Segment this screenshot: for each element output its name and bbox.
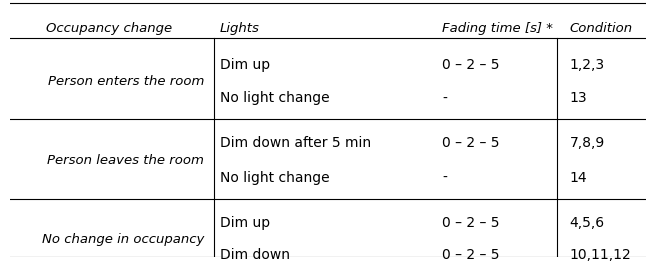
- Text: Lights: Lights: [220, 22, 260, 35]
- Text: 10,11,12: 10,11,12: [569, 248, 631, 262]
- Text: No light change: No light change: [220, 171, 330, 185]
- Text: No light change: No light change: [220, 91, 330, 105]
- Text: 0 – 2 – 5: 0 – 2 – 5: [443, 248, 500, 262]
- Text: -: -: [443, 91, 447, 105]
- Text: 7,8,9: 7,8,9: [569, 136, 605, 150]
- Text: -: -: [443, 171, 447, 185]
- Text: 4,5,6: 4,5,6: [569, 216, 604, 230]
- Text: 0 – 2 – 5: 0 – 2 – 5: [443, 216, 500, 230]
- Text: No change in occupancy: No change in occupancy: [42, 233, 204, 246]
- Text: Dim down: Dim down: [220, 248, 290, 262]
- Text: Dim up: Dim up: [220, 58, 270, 72]
- Text: 0 – 2 – 5: 0 – 2 – 5: [443, 136, 500, 150]
- Text: Condition: Condition: [569, 22, 632, 35]
- Text: Person enters the room: Person enters the room: [47, 75, 204, 88]
- Text: 13: 13: [569, 91, 587, 105]
- Text: Dim down after 5 min: Dim down after 5 min: [220, 136, 371, 150]
- Text: 0 – 2 – 5: 0 – 2 – 5: [443, 58, 500, 72]
- Text: Person leaves the room: Person leaves the room: [47, 154, 204, 167]
- Text: Dim up: Dim up: [220, 216, 270, 230]
- Text: 14: 14: [569, 171, 587, 185]
- Text: Occupancy change: Occupancy change: [46, 22, 172, 35]
- Text: 1,2,3: 1,2,3: [569, 58, 604, 72]
- Text: Fading time [s] *: Fading time [s] *: [443, 22, 553, 35]
